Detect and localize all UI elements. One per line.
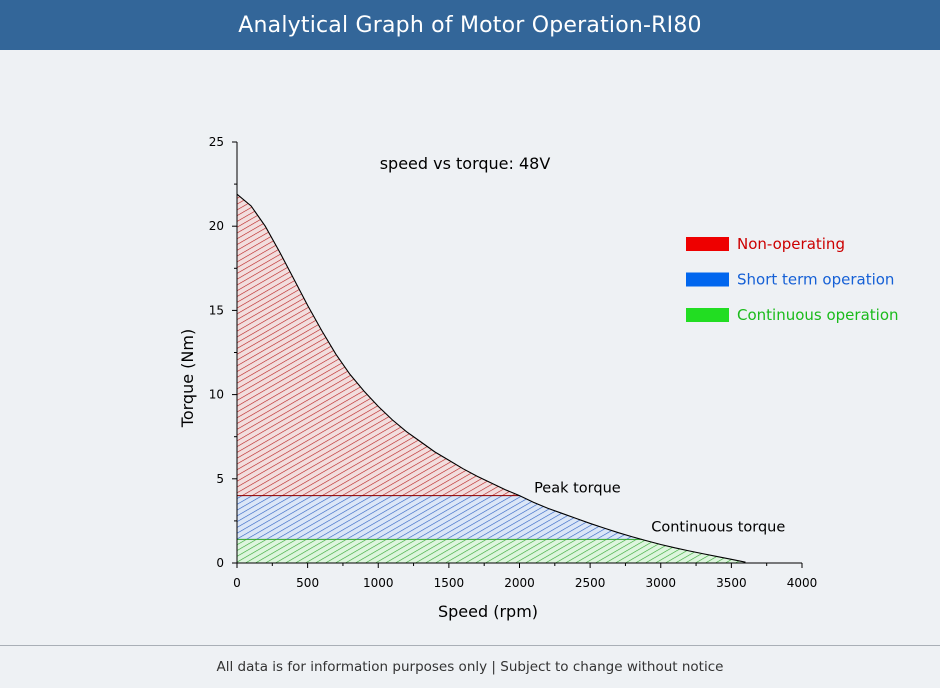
y-axis-title: Torque (Nm) [178,329,197,428]
page-header: Analytical Graph of Motor Operation-RI80 [0,0,940,50]
footer-disclaimer: All data is for information purposes onl… [216,659,724,675]
annotations: Peak torque Continuous torque [534,481,785,536]
y-tick-label: 0 [216,556,224,570]
x-tick-label: 1000 [363,576,394,590]
operation-areas [236,193,746,563]
footer-divider [0,645,940,646]
annotation-label: Continuous torque [651,519,785,535]
y-tick-label: 15 [209,303,224,317]
x-tick-label: 1500 [434,576,465,590]
legend: Non-operating Short term operation Continu… [686,235,899,324]
torque-curve [236,193,746,563]
y-tick-label: 10 [209,388,224,402]
continuous-area [237,539,746,563]
y-tick-label: 25 [209,135,224,149]
legend-label: Short term operation [737,271,894,289]
x-tick-label: 0 [233,576,241,590]
non-operating-area [237,194,520,496]
legend-swatch [686,237,729,251]
x-tick-label: 4000 [787,576,818,590]
x-tick-label: 2000 [504,576,535,590]
page-footer: All data is for information purposes onl… [0,646,940,688]
y-tick-label: 5 [216,472,224,486]
annotation-label: Peak torque [534,481,621,497]
legend-swatch [686,272,729,287]
short-term-area [237,495,642,540]
x-tick-label: 2500 [575,576,606,590]
x-tick-label: 500 [296,576,319,590]
x-tick-label: 3500 [716,576,747,590]
axes: 0 500 1000 1500 2000 2500 3000 3500 4000 0 5 10 15 20… [209,135,818,590]
x-tick-label: 3000 [645,576,676,590]
legend-label: Non-operating [737,235,845,253]
legend-swatch [686,308,729,322]
y-tick-label: 20 [209,219,224,233]
chart-title: speed vs torque: 48V [380,154,551,173]
page-title: Analytical Graph of Motor Operation-RI80 [238,12,702,38]
legend-label: Continuous operation [737,306,899,324]
x-axis-title: Speed (rpm) [438,602,538,621]
